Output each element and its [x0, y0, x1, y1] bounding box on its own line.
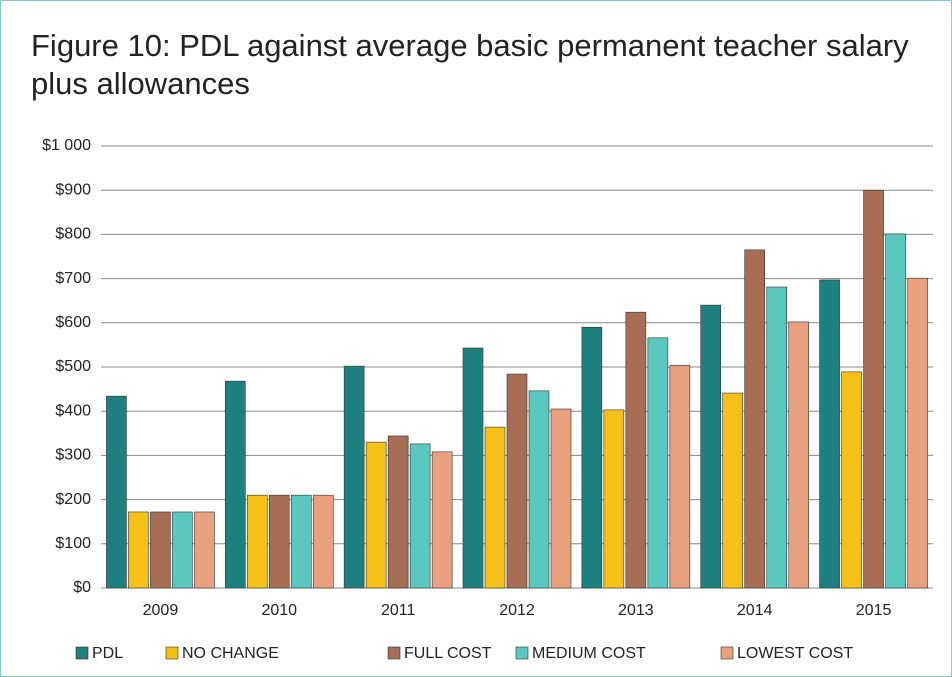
y-tick-label: $0 — [73, 579, 91, 596]
y-tick-label: $800 — [55, 226, 91, 243]
bar — [700, 304, 722, 589]
bar — [885, 233, 906, 589]
legend-swatch — [720, 646, 734, 660]
x-tick-label: 2015 — [856, 602, 892, 619]
bar — [528, 390, 550, 589]
bar — [841, 371, 862, 589]
legend-label: NO CHANGE — [182, 645, 279, 662]
legend-swatch — [75, 646, 89, 660]
x-tick-label: 2009 — [143, 602, 179, 619]
bar — [343, 365, 365, 589]
x-tick-label: 2014 — [737, 602, 773, 619]
legend-label: PDL — [92, 645, 123, 662]
legend-label: LOWEST COST — [737, 645, 853, 662]
legend-label: MEDIUM COST — [532, 645, 646, 662]
bar — [290, 494, 312, 589]
x-tick-label: 2013 — [618, 602, 654, 619]
y-tick-label: $900 — [55, 181, 91, 198]
legend-swatch — [387, 646, 401, 660]
bar — [550, 408, 572, 589]
bar — [907, 277, 928, 589]
bar — [863, 189, 884, 589]
bar — [224, 380, 246, 589]
bar — [625, 311, 647, 589]
bar — [722, 392, 744, 589]
bar — [647, 337, 669, 589]
y-tick-label: $200 — [55, 491, 91, 508]
bar — [150, 511, 171, 589]
y-tick-label: $100 — [55, 535, 91, 552]
bar — [581, 326, 603, 589]
bar — [766, 286, 788, 589]
y-tick-label: $300 — [55, 447, 91, 464]
legend-swatch — [515, 646, 529, 660]
x-tick-label: 2012 — [499, 602, 535, 619]
bar — [462, 347, 484, 589]
bar — [106, 395, 127, 589]
bar — [365, 441, 387, 589]
x-tick-label: 2011 — [381, 602, 416, 619]
legend-swatch — [165, 646, 179, 660]
y-tick-label: $700 — [55, 270, 91, 287]
bar — [669, 364, 691, 589]
bar — [788, 321, 810, 589]
bar — [603, 409, 625, 589]
y-tick-label: $400 — [55, 402, 91, 419]
legend-label: FULL COST — [404, 645, 492, 662]
y-tick-label: $500 — [55, 358, 91, 375]
bar — [387, 435, 409, 589]
bar — [128, 511, 149, 589]
bar — [744, 249, 766, 589]
bar — [268, 494, 290, 589]
y-tick-label: $1 000 — [42, 137, 91, 154]
x-tick-label: 2010 — [261, 602, 297, 619]
bar — [484, 426, 506, 589]
bar — [819, 279, 840, 589]
bar — [172, 511, 193, 589]
y-tick-label: $600 — [55, 314, 91, 331]
bar — [409, 443, 431, 589]
chart-title: Figure 10: PDL against average basic per… — [31, 28, 909, 101]
bar — [194, 511, 215, 589]
bar — [506, 373, 528, 589]
bar — [246, 494, 268, 589]
bar — [312, 494, 334, 589]
bar — [431, 451, 453, 589]
